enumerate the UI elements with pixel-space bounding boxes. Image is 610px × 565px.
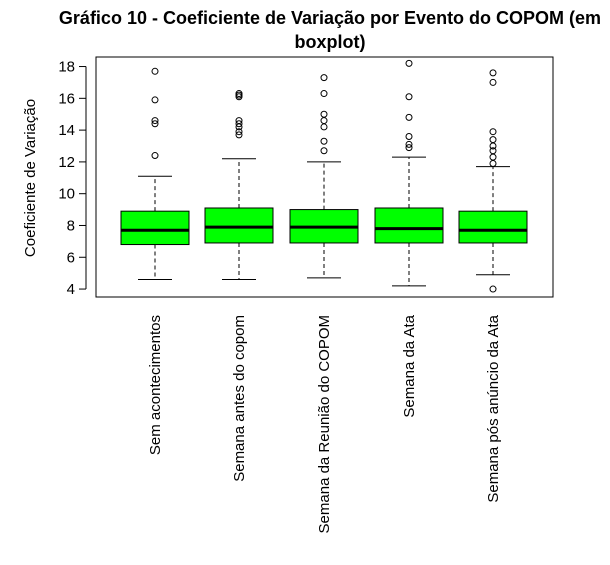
outlier-point [405, 59, 413, 67]
outlier-point [235, 117, 243, 125]
outlier-point [320, 90, 328, 98]
y-tick-label: 10 [58, 186, 75, 203]
box-4 [374, 59, 444, 287]
box-rect [374, 207, 444, 244]
y-tick-label: 14 [58, 122, 75, 139]
x-category-label: Semana da Ata [401, 314, 418, 417]
outlier-point [151, 117, 159, 125]
outlier-point [320, 74, 328, 82]
outlier-point [235, 128, 243, 136]
outlier-point [151, 67, 159, 75]
y-tick-label: 4 [67, 281, 75, 298]
chart-title-line-2: boxplot) [295, 32, 366, 52]
x-axis-labels: Sem acontecimentos Semana antes do copom S… [147, 314, 502, 533]
box-2 [204, 90, 274, 281]
plot-frame [95, 56, 554, 298]
outlier-point [405, 93, 413, 101]
outlier-point [320, 110, 328, 118]
box-5 [458, 69, 528, 293]
chart-title-line-1: Gráfico 10 - Coeficiente de Variação por… [59, 8, 601, 28]
x-category-label: Semana antes do copom [231, 315, 248, 482]
box-rect [458, 210, 528, 244]
outlier-point [320, 137, 328, 145]
x-category-label: Sem acontecimentos [147, 315, 164, 455]
outlier-point [489, 69, 497, 77]
outlier-point [151, 120, 159, 128]
y-tick-label: 18 [58, 59, 75, 76]
y-tick-label: 16 [58, 90, 75, 107]
outlier-point [489, 128, 497, 136]
y-tick-label: 8 [67, 217, 75, 234]
y-tick-label: 6 [67, 249, 75, 266]
outlier-point [235, 120, 243, 128]
x-category-label: Semana da Reunião do COPOM [316, 315, 333, 533]
outlier-point [405, 113, 413, 121]
outlier-point [489, 136, 497, 144]
outlier-point [489, 147, 497, 155]
y-tick-label: 12 [58, 154, 75, 171]
box-rect [204, 207, 274, 244]
outlier-point [489, 285, 497, 293]
boxes-group [120, 59, 528, 293]
outlier-point [489, 78, 497, 86]
outlier-point [151, 96, 159, 104]
outlier-point [320, 147, 328, 155]
outlier-point [235, 90, 243, 98]
y-axis-label: Coeficiente de Variação [22, 99, 39, 257]
x-category-label: Semana pós anúncio da Ata [485, 314, 502, 502]
outlier-point [151, 152, 159, 160]
box-1 [120, 67, 190, 281]
box-rect [120, 210, 190, 246]
outlier-point [405, 140, 413, 148]
y-axis: 4 6 8 10 12 14 16 18 [58, 59, 87, 298]
outlier-point [405, 144, 413, 152]
box-3 [289, 74, 359, 279]
outlier-point [405, 132, 413, 140]
outlier-point [235, 131, 243, 139]
